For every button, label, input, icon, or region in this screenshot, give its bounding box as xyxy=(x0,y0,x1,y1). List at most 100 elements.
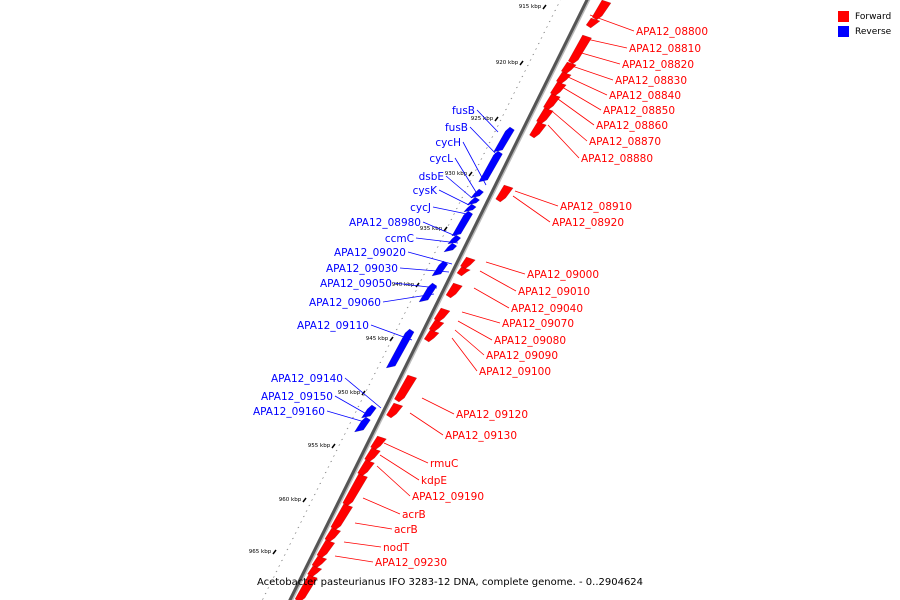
forward-gene[interactable] xyxy=(307,565,323,578)
gene-label[interactable]: APA12_09130 xyxy=(445,430,517,442)
gene-label[interactable]: APA12_08910 xyxy=(560,201,632,213)
forward-gene[interactable] xyxy=(428,319,445,333)
minor-tick xyxy=(535,48,537,50)
gene-label[interactable]: APA12_09110 xyxy=(297,320,369,332)
minor-tick xyxy=(365,389,368,391)
gene-label[interactable]: APA12_09080 xyxy=(494,335,566,347)
reverse-gene[interactable] xyxy=(463,203,477,213)
reverse-gene[interactable] xyxy=(447,234,462,245)
tick-mark xyxy=(389,336,394,342)
forward-gene[interactable] xyxy=(536,107,554,125)
leader-line xyxy=(552,111,588,142)
forward-gene[interactable] xyxy=(550,81,567,97)
reverse-gene[interactable] xyxy=(361,404,377,419)
gene-label[interactable]: fusB xyxy=(445,122,468,134)
forward-gene[interactable] xyxy=(561,61,577,75)
gene-label[interactable]: ccmC xyxy=(385,233,414,245)
gene-label[interactable]: APA12_08840 xyxy=(609,90,681,102)
reverse-gene[interactable] xyxy=(443,242,458,253)
minor-tick xyxy=(327,466,330,468)
gene-label[interactable]: APA12_08920 xyxy=(552,217,624,229)
gene-label[interactable]: rmuC xyxy=(430,458,458,470)
forward-gene[interactable] xyxy=(556,71,572,85)
gene-label[interactable]: APA12_08870 xyxy=(589,136,661,148)
gene-label[interactable]: APA12_09120 xyxy=(456,409,528,421)
gene-label[interactable]: kdpE xyxy=(421,475,447,487)
minor-tick xyxy=(491,136,494,138)
forward-gene[interactable] xyxy=(330,503,353,531)
gene-label[interactable]: APA12_08860 xyxy=(596,120,668,132)
gene-label[interactable]: APA12_08820 xyxy=(622,59,694,71)
gene-label[interactable]: APA12_08850 xyxy=(603,105,675,117)
gene-label[interactable]: APA12_08810 xyxy=(629,43,701,55)
forward-gene[interactable] xyxy=(460,256,476,270)
forward-gene[interactable] xyxy=(445,282,463,299)
forward-gene[interactable] xyxy=(456,266,471,277)
reverse-gene[interactable] xyxy=(385,328,415,369)
reverse-gene[interactable] xyxy=(354,416,371,433)
forward-gene[interactable] xyxy=(386,402,404,419)
gene-label[interactable]: APA12_09040 xyxy=(511,303,583,315)
forward-gene[interactable] xyxy=(364,447,381,463)
reverse-gene[interactable] xyxy=(451,210,473,237)
gene-label[interactable]: APA12_09160 xyxy=(253,406,325,418)
forward-gene[interactable] xyxy=(568,34,592,65)
gene-label[interactable]: dsbE xyxy=(419,171,444,183)
gene-label[interactable]: cycJ xyxy=(410,202,431,214)
forward-gene[interactable] xyxy=(585,17,601,29)
gene-label[interactable]: cycH xyxy=(435,137,461,149)
gene-label[interactable]: APA12_09140 xyxy=(271,373,343,385)
gene-label[interactable]: APA12_09190 xyxy=(412,491,484,503)
forward-gene[interactable] xyxy=(342,473,368,507)
gene-label[interactable]: APA12_09050 xyxy=(320,278,392,290)
gene-label[interactable]: APA12_09090 xyxy=(486,350,558,362)
gene-label[interactable]: APA12_09060 xyxy=(309,297,381,309)
forward-gene[interactable] xyxy=(394,374,417,403)
reverse-gene[interactable] xyxy=(431,260,449,277)
forward-gene[interactable] xyxy=(316,539,336,559)
gene-label[interactable]: fusB xyxy=(452,105,475,117)
forward-gene[interactable] xyxy=(495,184,514,203)
minor-tick xyxy=(472,174,475,177)
gene-label[interactable]: nodT xyxy=(383,542,410,554)
gene-label[interactable]: APA12_09070 xyxy=(502,318,574,330)
minor-tick xyxy=(466,185,469,188)
forward-gene[interactable] xyxy=(370,435,387,451)
gene-label[interactable]: APA12_08880 xyxy=(581,153,653,165)
minor-tick xyxy=(483,152,485,155)
gene-label[interactable]: acrB xyxy=(402,509,426,521)
gene-label[interactable]: APA12_08800 xyxy=(636,26,708,38)
minor-tick xyxy=(313,493,316,496)
tick-mark xyxy=(272,549,277,555)
forward-gene[interactable] xyxy=(529,121,547,139)
reverse-gene[interactable] xyxy=(466,196,480,206)
forward-gene[interactable] xyxy=(311,555,328,569)
leader-line xyxy=(571,65,614,81)
gene-label[interactable]: cysK xyxy=(413,185,438,197)
gene-label[interactable]: APA12_09000 xyxy=(527,269,599,281)
leader-line xyxy=(432,206,468,215)
forward-gene[interactable] xyxy=(357,459,375,477)
tick-label: 935 kbp xyxy=(420,226,443,232)
gene-label[interactable]: APA12_09150 xyxy=(261,391,333,403)
leader-line xyxy=(581,37,628,49)
gene-label[interactable]: APA12_08830 xyxy=(615,75,687,87)
forward-gene[interactable] xyxy=(294,574,318,600)
gene-label[interactable]: acrB xyxy=(394,524,418,536)
gene-label[interactable]: APA12_09020 xyxy=(334,247,406,259)
gene-label[interactable]: APA12_08980 xyxy=(349,217,421,229)
tick-label: 915 kbp xyxy=(519,4,542,10)
forward-gene[interactable] xyxy=(324,527,342,543)
reverse-gene[interactable] xyxy=(478,150,503,183)
gene-label[interactable]: APA12_09030 xyxy=(326,263,398,275)
reverse-gene[interactable] xyxy=(470,188,484,199)
legend-label-reverse: Reverse xyxy=(855,26,892,37)
reverse-gene[interactable] xyxy=(493,126,515,153)
gene-label[interactable]: APA12_09100 xyxy=(479,366,551,378)
forward-gene[interactable] xyxy=(543,93,561,111)
gene-label[interactable]: APA12_09010 xyxy=(518,286,590,298)
gene-label[interactable]: APA12_09230 xyxy=(375,557,447,569)
forward-gene[interactable] xyxy=(433,307,451,323)
forward-gene[interactable] xyxy=(423,329,440,343)
gene-label[interactable]: cycL xyxy=(429,153,453,165)
